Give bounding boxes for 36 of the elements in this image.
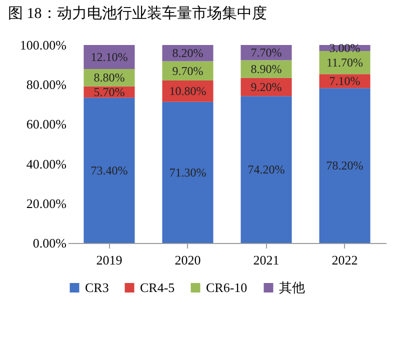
data-label: 12.10% xyxy=(90,50,128,64)
legend-label: CR4-5 xyxy=(140,280,175,295)
data-label: 8.20% xyxy=(172,46,204,60)
data-label: 11.70% xyxy=(326,56,364,70)
bar xyxy=(162,61,214,80)
legend-label: 其他 xyxy=(279,280,305,295)
y-tick-label: 0.00% xyxy=(32,236,67,250)
x-tick-label: 2021 xyxy=(253,252,280,268)
bar xyxy=(319,88,370,243)
data-label: 7.10% xyxy=(329,74,360,88)
data-label: 73.40% xyxy=(90,163,128,178)
y-tick-label: 20.00% xyxy=(26,196,67,211)
chart-title: 图 18：动力电池行业装车量市场集中度 xyxy=(8,5,267,22)
data-label: 10.80% xyxy=(169,84,206,98)
data-label: 8.90% xyxy=(250,62,282,76)
legend-label: CR6-10 xyxy=(206,280,248,295)
bar xyxy=(162,102,214,243)
data-label: 71.30% xyxy=(169,165,206,180)
data-label: 74.20% xyxy=(248,162,285,177)
y-tick-label: 80.00% xyxy=(26,77,67,92)
y-tick-label: 100.00% xyxy=(20,38,67,52)
bar xyxy=(240,96,292,243)
bar xyxy=(84,98,135,243)
x-tick-label: 2020 xyxy=(174,252,201,268)
y-tick-label: 40.00% xyxy=(26,156,67,172)
data-label: 8.80% xyxy=(94,70,125,85)
y-tick-label: 60.00% xyxy=(26,116,67,132)
x-tick-label: 2019 xyxy=(96,252,122,268)
data-label: 5.70% xyxy=(94,85,125,100)
x-tick-label: 2022 xyxy=(332,252,358,268)
bar xyxy=(84,45,135,69)
legend-label: CR3 xyxy=(85,280,109,295)
data-label: 9.20% xyxy=(250,80,282,94)
data-label: 7.70% xyxy=(250,46,282,60)
data-label: 9.70% xyxy=(172,64,204,78)
data-label: 78.20% xyxy=(326,158,364,173)
